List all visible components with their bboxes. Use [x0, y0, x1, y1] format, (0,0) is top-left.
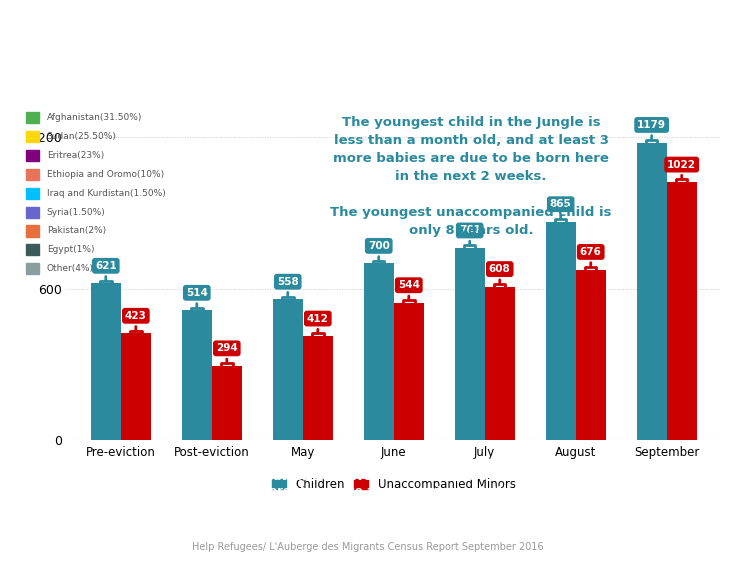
Bar [364, 264, 394, 440]
Text: 761: 761 [459, 225, 481, 248]
Text: After the March eviction of the Southern half of the camp, 129 children could no: After the March eviction of the Southern… [92, 458, 644, 510]
Text: 676: 676 [580, 247, 601, 269]
Bar [637, 143, 667, 440]
Bar [26, 244, 39, 256]
Text: Syria(1.50%): Syria(1.50%) [46, 207, 105, 216]
Text: 423: 423 [125, 311, 146, 333]
Text: 558: 558 [277, 277, 299, 299]
Text: Help Refugees/ L'Auberge des Migrants Census Report September 2016: Help Refugees/ L'Auberge des Migrants Ce… [192, 542, 544, 552]
Text: 514: 514 [186, 288, 208, 310]
Bar [273, 299, 302, 440]
Bar [394, 303, 424, 440]
Legend: Children, Unaccompanied Minors: Children, Unaccompanied Minors [267, 473, 520, 496]
Bar [121, 333, 151, 440]
Text: 294: 294 [216, 344, 238, 366]
Text: The youngest child in the Jungle is
less than a month old, and at least 3
more b: The youngest child in the Jungle is less… [330, 115, 612, 237]
Bar [26, 150, 39, 161]
Text: 1179: 1179 [637, 120, 666, 143]
Bar [212, 366, 242, 440]
Text: Eritrea(23%): Eritrea(23%) [46, 151, 104, 160]
Bar [26, 264, 39, 274]
Bar [485, 287, 514, 440]
Bar [26, 112, 39, 123]
Bar [26, 169, 39, 179]
Text: Other(4%): Other(4%) [46, 264, 93, 273]
Bar [455, 248, 485, 440]
Text: 608: 608 [489, 264, 511, 286]
Text: 621: 621 [95, 261, 117, 283]
Bar [26, 207, 39, 218]
Text: Ethiopia and Oromo(10%): Ethiopia and Oromo(10%) [46, 170, 163, 179]
Bar [26, 187, 39, 199]
Text: 865: 865 [550, 199, 572, 222]
Text: Afghanistan(31.50%): Afghanistan(31.50%) [46, 113, 142, 122]
Bar [667, 182, 697, 440]
Bar [26, 225, 39, 236]
Text: Pakistan(2%): Pakistan(2%) [46, 227, 106, 236]
Text: 544: 544 [397, 280, 420, 303]
Text: 700: 700 [368, 241, 389, 264]
Bar [91, 283, 121, 440]
Text: 1022: 1022 [668, 160, 696, 182]
Text: Egypt(1%): Egypt(1%) [46, 245, 94, 254]
Text: Sudan(25.50%): Sudan(25.50%) [46, 132, 116, 141]
Bar [182, 311, 212, 440]
Text: 412: 412 [307, 314, 329, 336]
Bar [302, 336, 333, 440]
Bar [26, 131, 39, 142]
Text: Iraq and Kurdistan(1.50%): Iraq and Kurdistan(1.50%) [46, 189, 166, 198]
Bar [576, 270, 606, 440]
Text: There has been a 51% increase in unaccompanied minors in the
Calais Jungle in th: There has been a 51% increase in unaccom… [54, 27, 682, 68]
Bar [545, 222, 576, 440]
